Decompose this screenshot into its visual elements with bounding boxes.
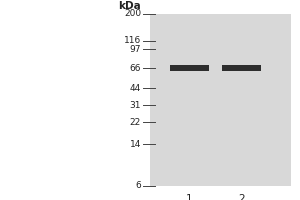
- Text: 66: 66: [130, 64, 141, 73]
- Bar: [170, 65, 209, 71]
- Text: 116: 116: [124, 36, 141, 45]
- Bar: [150, 14, 291, 186]
- Text: 200: 200: [124, 9, 141, 18]
- Text: 14: 14: [130, 140, 141, 149]
- Text: 22: 22: [130, 118, 141, 127]
- Text: 31: 31: [130, 101, 141, 110]
- Text: 2: 2: [238, 194, 245, 200]
- Text: kDa: kDa: [118, 1, 141, 11]
- Text: 44: 44: [130, 84, 141, 93]
- Bar: [222, 65, 261, 71]
- Text: 97: 97: [130, 45, 141, 54]
- Text: 6: 6: [135, 182, 141, 190]
- Text: 1: 1: [186, 194, 193, 200]
